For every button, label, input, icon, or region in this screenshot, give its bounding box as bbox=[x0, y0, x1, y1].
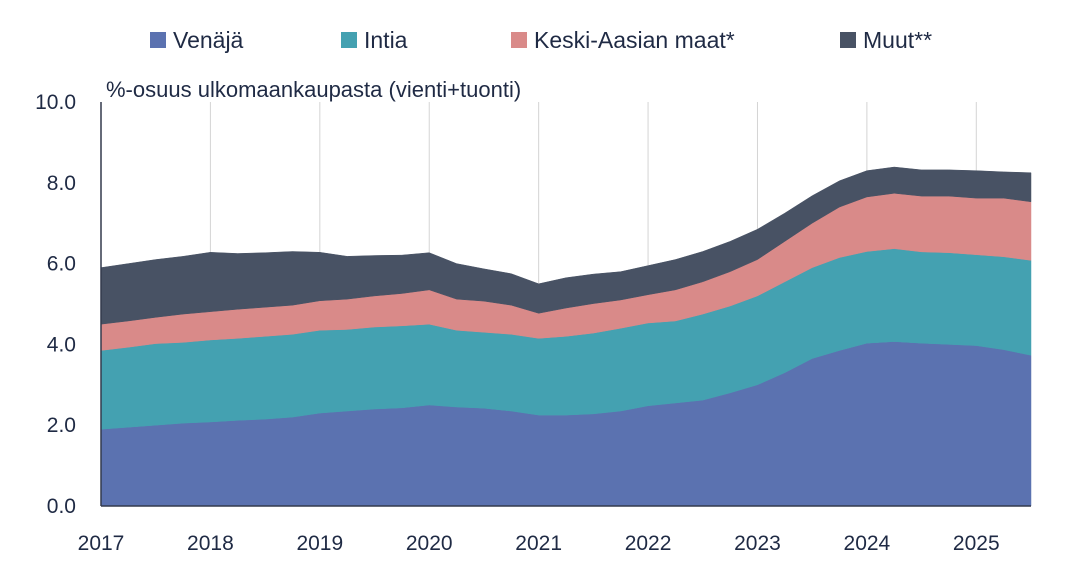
x-tick-label: 2017 bbox=[78, 532, 125, 555]
legend-swatch bbox=[150, 32, 166, 48]
axes bbox=[100, 102, 1031, 507]
y-tick-labels: 0.0 2.0 4.0 6.0 8.0 10.0 bbox=[35, 91, 76, 518]
legend-swatch bbox=[511, 32, 527, 48]
x-tick-label: 2023 bbox=[734, 532, 781, 555]
y-tick-label: 0.0 bbox=[47, 495, 76, 518]
x-tick-label: 2021 bbox=[515, 532, 562, 555]
legend: Venäjä Intia Keski-Aasian maat* Muut** bbox=[150, 27, 932, 53]
legend-label: Keski-Aasian maat* bbox=[534, 27, 735, 53]
y-tick-label: 4.0 bbox=[47, 333, 76, 356]
x-tick-label: 2020 bbox=[406, 532, 453, 555]
x-tick-label: 2019 bbox=[296, 532, 343, 555]
x-tick-label: 2025 bbox=[953, 532, 1000, 555]
y-tick-label: 8.0 bbox=[47, 172, 76, 195]
legend-label: Intia bbox=[364, 27, 408, 53]
y-axis-label: %-osuus ulkomaankaupasta (vienti+tuonti) bbox=[106, 77, 521, 102]
series-areas bbox=[100, 166, 1032, 507]
y-tick-label: 10.0 bbox=[35, 91, 76, 114]
legend-label: Venäjä bbox=[173, 27, 244, 53]
legend-swatch bbox=[840, 32, 856, 48]
y-tick-label: 6.0 bbox=[47, 253, 76, 276]
x-tick-label: 2024 bbox=[844, 532, 891, 555]
x-tick-label: 2022 bbox=[625, 532, 672, 555]
area-series-4 bbox=[100, 166, 1032, 325]
y-tick-label: 2.0 bbox=[47, 414, 76, 437]
legend-swatch bbox=[341, 32, 357, 48]
x-tick-labels: 2017 2018 2019 2020 2021 2022 2023 2024 2025 bbox=[78, 532, 1000, 555]
legend-label: Muut** bbox=[863, 27, 932, 53]
x-tick-label: 2018 bbox=[187, 532, 234, 555]
